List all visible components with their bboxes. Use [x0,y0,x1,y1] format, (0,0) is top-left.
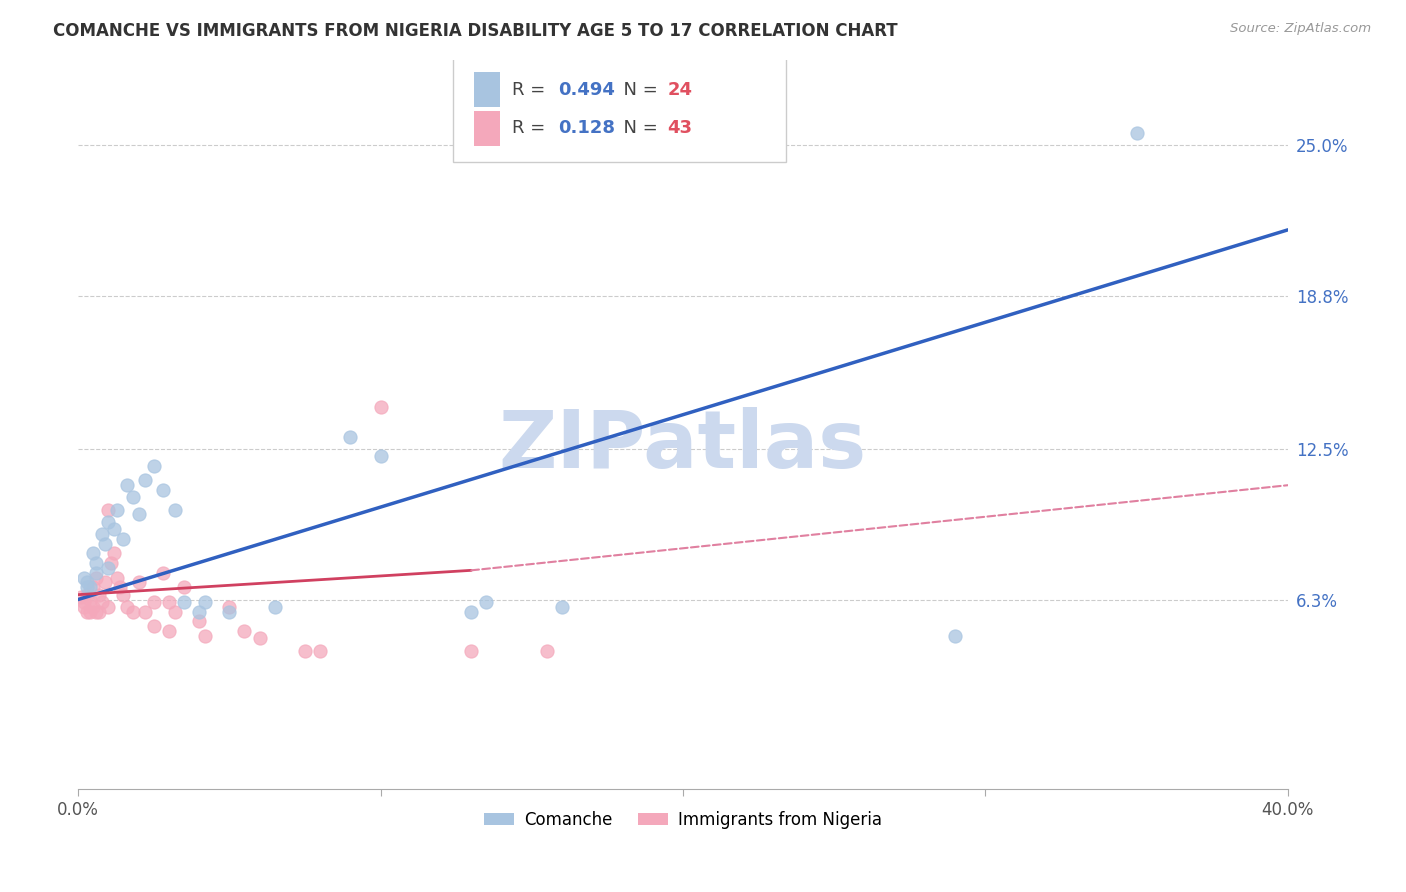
Text: R =: R = [512,80,551,98]
Point [73,595,96,609]
Text: N =: N = [612,120,664,137]
Point [107,502,129,516]
Point [460,643,482,657]
Point [173,595,195,609]
Point [70,590,93,604]
Point [79,605,101,619]
Point [110,580,132,594]
Point [294,643,316,657]
Point [249,632,271,646]
Point [475,595,498,609]
Point [121,605,143,619]
Point [152,566,174,580]
Text: Source: ZipAtlas.com: Source: ZipAtlas.com [1230,22,1371,36]
Point [82,546,104,560]
Point [188,605,211,619]
Point [94,536,117,550]
Point [103,546,125,560]
Point [142,458,165,473]
Point [157,624,180,639]
Point [218,605,240,619]
Point [194,595,217,609]
Point [551,599,574,614]
Text: N =: N = [612,80,664,98]
Point [82,580,104,594]
Point [339,429,361,443]
Point [163,605,186,619]
Point [121,491,143,505]
Point [943,629,966,643]
Point [103,522,125,536]
Point [89,588,111,602]
Point [309,643,332,657]
Point [79,580,101,594]
Text: 43: 43 [668,120,692,137]
Point [142,595,165,609]
Point [91,526,114,541]
Point [115,478,138,492]
Point [152,483,174,497]
Point [107,571,129,585]
Text: R =: R = [512,120,551,137]
Point [82,599,104,614]
Point [89,605,111,619]
Point [1125,126,1147,140]
Point [97,502,120,516]
Point [188,615,211,629]
Point [84,605,107,619]
Point [84,571,107,585]
Point [76,580,98,594]
Point [370,401,392,415]
Text: COMANCHE VS IMMIGRANTS FROM NIGERIA DISABILITY AGE 5 TO 17 CORRELATION CHART: COMANCHE VS IMMIGRANTS FROM NIGERIA DISA… [53,22,898,40]
FancyBboxPatch shape [474,111,501,145]
Point [233,624,256,639]
Point [84,556,107,570]
Point [76,605,98,619]
Point [112,588,135,602]
Point [536,643,558,657]
Point [134,605,156,619]
Text: 0.128: 0.128 [558,120,616,137]
Point [128,575,150,590]
Point [128,508,150,522]
Point [76,575,98,590]
Point [115,599,138,614]
Text: 24: 24 [668,80,692,98]
Point [173,580,195,594]
Text: 0.494: 0.494 [558,80,616,98]
Point [94,575,117,590]
Point [84,566,107,580]
Point [91,595,114,609]
Point [163,502,186,516]
Legend: Comanche, Immigrants from Nigeria: Comanche, Immigrants from Nigeria [478,805,889,836]
Point [194,629,217,643]
Point [218,599,240,614]
Point [263,599,285,614]
Point [76,588,98,602]
Point [79,592,101,607]
Point [142,619,165,633]
Point [112,532,135,546]
Point [370,449,392,463]
Point [157,595,180,609]
Point [97,599,120,614]
Point [73,571,96,585]
Point [73,599,96,614]
Point [97,515,120,529]
Point [134,474,156,488]
Point [97,561,120,575]
FancyBboxPatch shape [453,56,786,161]
Point [460,605,482,619]
Text: ZIPatlas: ZIPatlas [499,408,868,485]
Point [100,556,122,570]
FancyBboxPatch shape [474,72,501,107]
